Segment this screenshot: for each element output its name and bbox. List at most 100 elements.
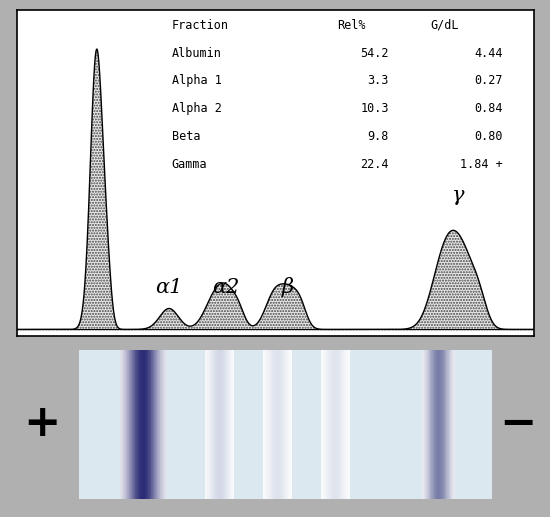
Bar: [426, 349, 427, 498]
Text: 4.44: 4.44: [474, 47, 503, 59]
Text: 22.4: 22.4: [360, 158, 389, 171]
Bar: [128, 349, 129, 498]
Bar: [434, 349, 435, 498]
Bar: [159, 349, 160, 498]
Text: 0.27: 0.27: [474, 74, 503, 87]
Bar: [152, 349, 153, 498]
Bar: [431, 349, 432, 498]
Text: 10.3: 10.3: [360, 102, 389, 115]
Bar: [433, 349, 434, 498]
Bar: [438, 349, 439, 498]
Bar: [141, 349, 142, 498]
Bar: [79, 349, 492, 498]
Bar: [163, 349, 164, 498]
Text: Albumin: Albumin: [172, 47, 222, 59]
Bar: [122, 349, 123, 498]
Text: Rel%: Rel%: [337, 19, 366, 32]
Bar: [126, 349, 127, 498]
Text: +: +: [24, 402, 61, 445]
Bar: [162, 349, 163, 498]
Text: Alpha 1: Alpha 1: [172, 74, 222, 87]
Bar: [423, 349, 424, 498]
Bar: [430, 349, 431, 498]
Bar: [435, 349, 436, 498]
Bar: [424, 349, 425, 498]
Bar: [156, 349, 157, 498]
Bar: [454, 349, 455, 498]
Bar: [452, 349, 453, 498]
Bar: [137, 349, 138, 498]
Bar: [139, 349, 140, 498]
Bar: [453, 349, 454, 498]
Bar: [449, 349, 450, 498]
Bar: [124, 349, 125, 498]
Bar: [441, 349, 442, 498]
Text: γ: γ: [452, 186, 465, 205]
Bar: [432, 349, 433, 498]
Bar: [446, 349, 447, 498]
Bar: [429, 349, 430, 498]
Bar: [428, 349, 429, 498]
Bar: [133, 349, 134, 498]
Text: Beta: Beta: [172, 130, 200, 143]
Bar: [440, 349, 441, 498]
Bar: [439, 349, 440, 498]
Bar: [443, 349, 444, 498]
Bar: [140, 349, 141, 498]
Bar: [155, 349, 156, 498]
Text: α1: α1: [155, 278, 183, 297]
Bar: [125, 349, 126, 498]
Bar: [148, 349, 149, 498]
Bar: [437, 349, 438, 498]
Bar: [164, 349, 165, 498]
Bar: [442, 349, 443, 498]
Text: 0.84: 0.84: [474, 102, 503, 115]
Bar: [146, 349, 147, 498]
Bar: [161, 349, 162, 498]
Bar: [142, 349, 143, 498]
Bar: [160, 349, 161, 498]
Bar: [123, 349, 124, 498]
Bar: [151, 349, 152, 498]
Text: Fraction: Fraction: [172, 19, 229, 32]
Bar: [165, 349, 166, 498]
Bar: [136, 349, 137, 498]
Text: 1.84 +: 1.84 +: [460, 158, 503, 171]
Bar: [444, 349, 445, 498]
Bar: [158, 349, 159, 498]
Bar: [135, 349, 136, 498]
Text: α2: α2: [212, 278, 240, 297]
Bar: [422, 349, 423, 498]
Bar: [157, 349, 158, 498]
Bar: [129, 349, 130, 498]
Text: 9.8: 9.8: [367, 130, 389, 143]
Bar: [427, 349, 428, 498]
Bar: [436, 349, 437, 498]
Text: 3.3: 3.3: [367, 74, 389, 87]
Bar: [451, 349, 452, 498]
Bar: [127, 349, 128, 498]
Text: β: β: [282, 277, 294, 297]
Text: Alpha 2: Alpha 2: [172, 102, 222, 115]
Bar: [448, 349, 449, 498]
Bar: [145, 349, 146, 498]
Text: G/dL: G/dL: [430, 19, 459, 32]
Bar: [150, 349, 151, 498]
Bar: [434, 349, 435, 498]
Bar: [143, 349, 144, 498]
Bar: [120, 349, 121, 498]
Text: Gamma: Gamma: [172, 158, 207, 171]
Bar: [134, 349, 135, 498]
Bar: [130, 349, 131, 498]
Text: 54.2: 54.2: [360, 47, 389, 59]
Bar: [445, 349, 446, 498]
Bar: [149, 349, 150, 498]
Bar: [450, 349, 451, 498]
Text: −: −: [499, 402, 537, 445]
Bar: [447, 349, 448, 498]
Bar: [153, 349, 155, 498]
Bar: [144, 349, 145, 498]
Bar: [121, 349, 122, 498]
Bar: [138, 349, 139, 498]
Bar: [425, 349, 426, 498]
